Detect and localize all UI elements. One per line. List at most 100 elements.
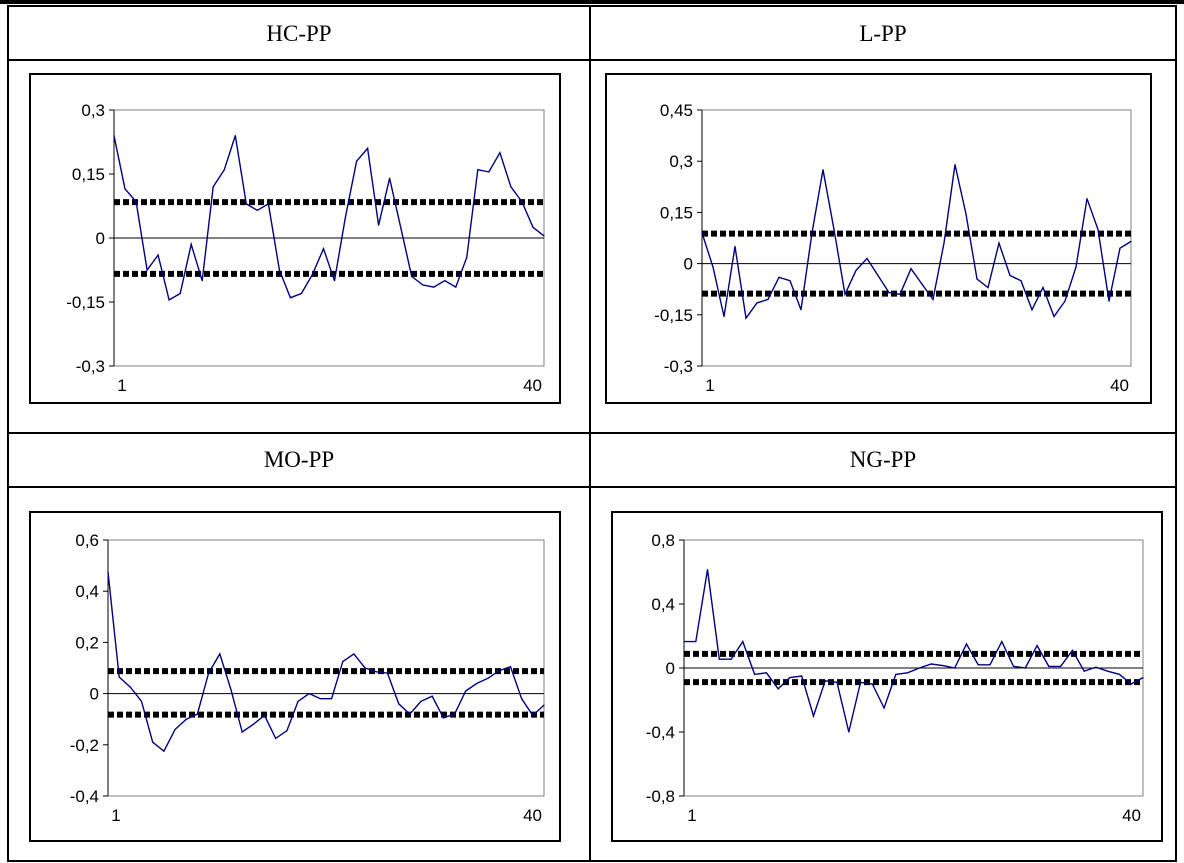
data-point bbox=[1012, 665, 1015, 668]
x-tick-label: 1 bbox=[111, 806, 120, 825]
data-point bbox=[888, 292, 890, 294]
data-point bbox=[252, 723, 254, 725]
data-point bbox=[431, 695, 433, 697]
data-point bbox=[201, 280, 203, 282]
data-point bbox=[1083, 670, 1085, 672]
data-point bbox=[1031, 309, 1033, 311]
data-point bbox=[223, 169, 225, 171]
data-point bbox=[1095, 666, 1097, 668]
y-tick-label: -0,3 bbox=[664, 357, 693, 376]
data-point bbox=[107, 571, 109, 573]
data-point bbox=[163, 750, 165, 752]
data-point bbox=[297, 700, 299, 702]
data-point bbox=[800, 309, 802, 311]
data-point bbox=[113, 135, 115, 137]
data-point bbox=[521, 201, 523, 203]
data-point bbox=[822, 169, 824, 171]
data-point bbox=[353, 653, 355, 655]
data-point bbox=[871, 683, 873, 685]
y-tick-label: 0 bbox=[666, 659, 675, 678]
data-point bbox=[998, 242, 1000, 244]
data-point bbox=[366, 147, 369, 149]
data-point bbox=[466, 256, 468, 258]
data-point bbox=[1108, 300, 1110, 302]
data-point bbox=[767, 298, 769, 301]
data-point bbox=[1097, 228, 1099, 231]
data-point bbox=[848, 731, 850, 733]
data-point bbox=[364, 667, 366, 669]
y-tick-label: 0,8 bbox=[651, 531, 675, 550]
x-tick-label: 40 bbox=[523, 376, 542, 395]
data-point bbox=[844, 293, 846, 295]
y-tick-label: -0,8 bbox=[646, 787, 675, 806]
data-point bbox=[311, 273, 314, 275]
data-point bbox=[1118, 673, 1121, 676]
data-point bbox=[342, 661, 344, 663]
data-point bbox=[1036, 645, 1038, 647]
data-point bbox=[208, 672, 210, 674]
chart-frame bbox=[29, 511, 561, 842]
data-point bbox=[319, 698, 322, 700]
data-point bbox=[453, 713, 456, 715]
data-point bbox=[921, 283, 923, 285]
data-point bbox=[389, 177, 391, 179]
data-point bbox=[498, 669, 500, 672]
x-tick-label: 1 bbox=[705, 376, 714, 395]
data-point bbox=[124, 188, 126, 190]
data-point bbox=[754, 673, 756, 676]
data-point bbox=[1071, 649, 1073, 652]
data-point bbox=[833, 228, 835, 231]
data-point bbox=[286, 730, 288, 732]
data-point bbox=[1130, 683, 1132, 685]
data-point bbox=[1053, 315, 1055, 318]
chart-frame bbox=[611, 511, 1163, 842]
data-point bbox=[745, 317, 747, 319]
data-point bbox=[190, 243, 192, 245]
data-point bbox=[1064, 300, 1066, 302]
data-point bbox=[910, 268, 912, 270]
data-point bbox=[859, 681, 862, 684]
data-point bbox=[1119, 247, 1121, 249]
data-point bbox=[712, 266, 714, 268]
data-point bbox=[135, 201, 137, 203]
data-point bbox=[695, 641, 697, 643]
data-point bbox=[386, 672, 389, 674]
data-point bbox=[185, 718, 187, 720]
data-point bbox=[730, 658, 732, 660]
y-tick-label: -0,4 bbox=[646, 723, 675, 742]
y-tick-label: -0,2 bbox=[70, 736, 99, 755]
data-point bbox=[333, 280, 336, 282]
data-point bbox=[706, 569, 709, 571]
cell-title-mo-pp: MO-PP bbox=[264, 447, 334, 472]
data-point bbox=[855, 269, 857, 272]
data-point bbox=[375, 671, 377, 673]
cell-title-ng-pp: NG-PP bbox=[850, 447, 916, 472]
series-line bbox=[684, 569, 1144, 733]
x-tick-label: 40 bbox=[523, 806, 542, 825]
data-point bbox=[444, 280, 446, 282]
data-point bbox=[907, 672, 909, 674]
data-point bbox=[1142, 677, 1144, 679]
data-point bbox=[987, 286, 989, 289]
data-point bbox=[899, 293, 901, 295]
data-point bbox=[701, 232, 703, 234]
data-point bbox=[118, 676, 120, 678]
data-point bbox=[152, 741, 154, 743]
cell-title-l-pp: L-PP bbox=[859, 21, 906, 46]
data-point bbox=[455, 286, 457, 288]
data-point bbox=[543, 704, 545, 706]
data-point bbox=[256, 209, 258, 211]
data-point bbox=[543, 235, 545, 237]
data-point bbox=[1130, 240, 1132, 243]
data-point bbox=[789, 677, 791, 679]
data-point bbox=[442, 717, 444, 719]
data-point bbox=[499, 152, 501, 154]
data-point bbox=[488, 171, 490, 173]
data-point bbox=[811, 232, 813, 234]
data-point bbox=[168, 299, 170, 301]
data-point bbox=[289, 297, 292, 299]
data-point bbox=[1009, 274, 1011, 277]
data-point bbox=[1001, 641, 1003, 643]
chart-l-pp: -0,3 -0,15 0 0,15 0,3 0,45 1 40 bbox=[605, 73, 1152, 404]
